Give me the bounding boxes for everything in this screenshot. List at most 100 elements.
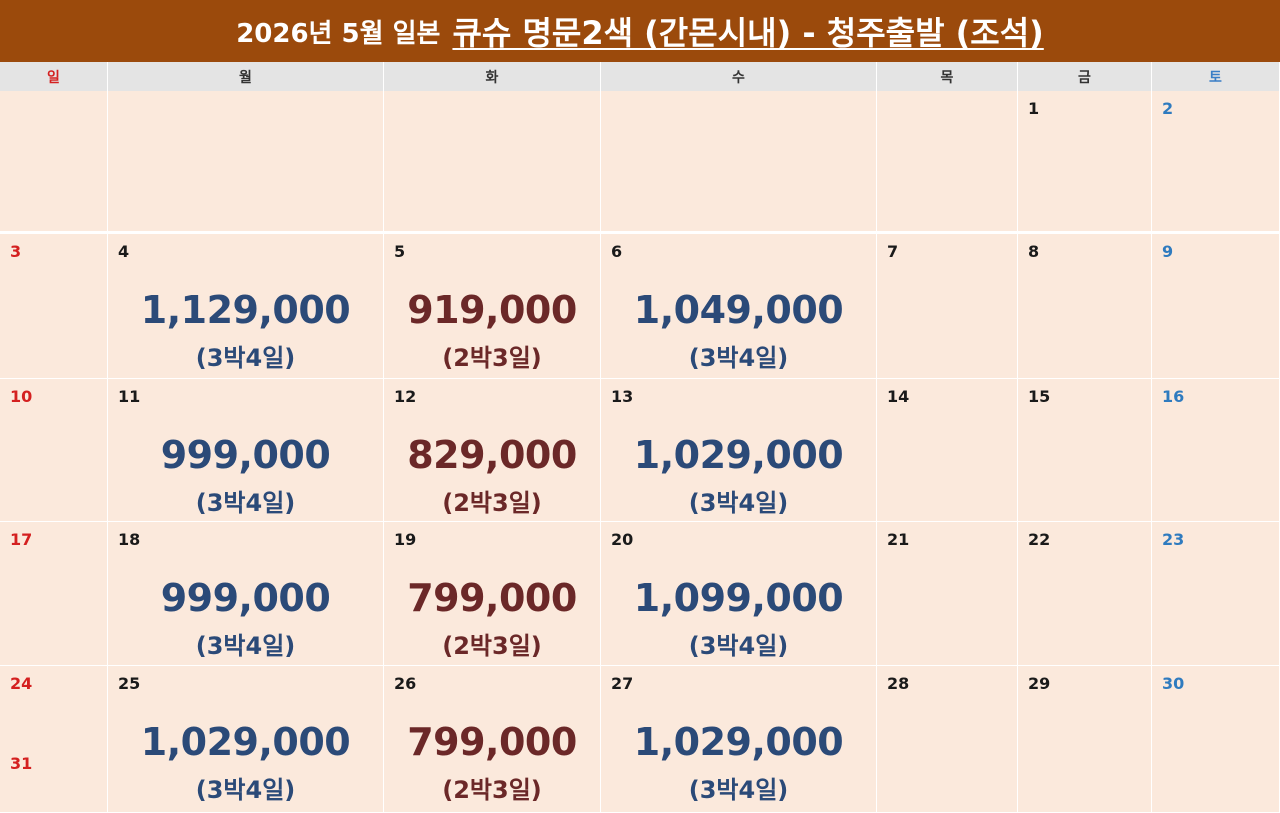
day-number: 12 [394, 387, 417, 406]
tour-price: 799,000 [407, 720, 577, 764]
calendar-day-cell: 3 [0, 234, 108, 379]
tour-price: 1,099,000 [633, 576, 844, 620]
weekday-header-sun: 일 [0, 62, 108, 91]
calendar-day-cell: 9 [1152, 234, 1280, 379]
calendar-day-cell: 28 [877, 666, 1018, 813]
tour-duration: (2박3일) [442, 489, 542, 517]
tour-duration: (2박3일) [442, 776, 542, 804]
calendar-day-cell: 16 [1152, 379, 1280, 522]
day-number: 25 [118, 674, 141, 693]
day-number: 24 [10, 674, 33, 693]
day-number: 5 [394, 242, 406, 261]
tour-duration: (3박4일) [195, 632, 296, 660]
calendar-day-cell [877, 91, 1018, 234]
title-prefix: 2026년 5월 일본 [236, 18, 441, 49]
calendar-day-cell: 22 [1018, 522, 1152, 666]
calendar-day-cell: 21 [877, 522, 1018, 666]
day-number: 15 [1028, 387, 1051, 406]
day-number: 16 [1162, 387, 1185, 406]
calendar-day-cell: 23 [1152, 522, 1280, 666]
calendar-day-cell: 15 [1018, 379, 1152, 522]
calendar-day-cell: 27 1,029,000 (3박4일) [601, 666, 877, 813]
calendar-day-cell [601, 91, 877, 234]
day-number: 3 [10, 242, 22, 261]
tour-duration: (3박4일) [688, 632, 789, 660]
day-number: 27 [611, 674, 634, 693]
weekday-header-tue: 화 [384, 62, 601, 91]
day-number: 18 [118, 530, 141, 549]
tour-price: 799,000 [407, 576, 577, 620]
calendar-day-cell: 5 919,000 (2박3일) [384, 234, 601, 379]
calendar-day-cell: 20 1,099,000 (3박4일) [601, 522, 877, 666]
page-title: 큐슈 명문2색 (간몬시내) - 청주출발 (조석) [452, 14, 1044, 52]
weekday-header-wed: 수 [601, 62, 877, 91]
tour-duration: (3박4일) [688, 344, 789, 372]
day-number: 23 [1162, 530, 1185, 549]
tour-duration: (3박4일) [688, 776, 789, 804]
calendar-day-cell: 11 999,000 (3박4일) [108, 379, 384, 522]
day-number: 4 [118, 242, 130, 261]
calendar-day-cell [108, 91, 384, 234]
calendar-day-cell: 30 [1152, 666, 1280, 813]
calendar-day-cell: 7 [877, 234, 1018, 379]
calendar-day-cell: 29 [1018, 666, 1152, 813]
tour-duration: (3박4일) [195, 489, 296, 517]
day-number: 21 [887, 530, 910, 549]
tour-price: 1,049,000 [633, 288, 844, 332]
tour-price: 999,000 [160, 433, 331, 477]
tour-duration: (3박4일) [688, 489, 789, 517]
tour-price: 999,000 [160, 576, 331, 620]
calendar-day-cell: 1 [1018, 91, 1152, 234]
tour-price: 919,000 [407, 288, 577, 332]
tour-duration: (3박4일) [195, 776, 296, 804]
day-number: 19 [394, 530, 417, 549]
day-number: 1 [1028, 99, 1040, 118]
tour-price: 1,029,000 [140, 720, 351, 764]
title-banner: 2026년 5월 일본 큐슈 명문2색 (간몬시내) - 청주출발 (조석) [0, 0, 1280, 62]
calendar-day-cell: 6 1,049,000 (3박4일) [601, 234, 877, 379]
calendar-day-cell: 14 [877, 379, 1018, 522]
day-number: 30 [1162, 674, 1185, 693]
day-number: 8 [1028, 242, 1040, 261]
calendar-day-cell: 26 799,000 (2박3일) [384, 666, 601, 813]
calendar-day-cell: 18 999,000 (3박4일) [108, 522, 384, 666]
weekday-header-mon: 월 [108, 62, 384, 91]
tour-duration: (2박3일) [442, 344, 542, 372]
calendar-day-cell: 17 [0, 522, 108, 666]
day-number: 10 [10, 387, 33, 406]
tour-duration: (2박3일) [442, 632, 542, 660]
day-number: 2 [1162, 99, 1174, 118]
day-number: 9 [1162, 242, 1174, 261]
day-number: 7 [887, 242, 899, 261]
day-number: 22 [1028, 530, 1051, 549]
day-number: 26 [394, 674, 417, 693]
calendar-day-cell: 13 1,029,000 (3박4일) [601, 379, 877, 522]
tour-price: 1,029,000 [633, 433, 844, 477]
calendar-day-cell: 12 829,000 (2박3일) [384, 379, 601, 522]
calendar-day-cell: 4 1,129,000 (3박4일) [108, 234, 384, 379]
calendar-grid: 일 월 화 수 목 금 토 1 2 3 4 1,129,000 (3박4일) 5 919,00… [0, 62, 1280, 813]
tour-duration: (3박4일) [195, 344, 296, 372]
calendar-day-cell: 25 1,029,000 (3박4일) [108, 666, 384, 813]
day-number: 11 [118, 387, 141, 406]
day-number: 31 [10, 754, 33, 773]
weekday-header-fri: 금 [1018, 62, 1152, 91]
weekday-header-sat: 토 [1152, 62, 1280, 91]
calendar-day-cell: 19 799,000 (2박3일) [384, 522, 601, 666]
day-number: 13 [611, 387, 634, 406]
day-number: 28 [887, 674, 910, 693]
calendar-day-cell [384, 91, 601, 234]
tour-price: 1,129,000 [140, 288, 351, 332]
calendar-day-cell: 8 [1018, 234, 1152, 379]
calendar-day-cell: 10 [0, 379, 108, 522]
weekday-header-thu: 목 [877, 62, 1018, 91]
tour-price: 829,000 [407, 433, 577, 477]
day-number: 17 [10, 530, 33, 549]
calendar-day-cell [0, 91, 108, 234]
day-number: 20 [611, 530, 634, 549]
day-number: 14 [887, 387, 910, 406]
calendar-day-cell: 2 [1152, 91, 1280, 234]
day-number: 6 [611, 242, 623, 261]
tour-price: 1,029,000 [633, 720, 844, 764]
day-number: 29 [1028, 674, 1051, 693]
